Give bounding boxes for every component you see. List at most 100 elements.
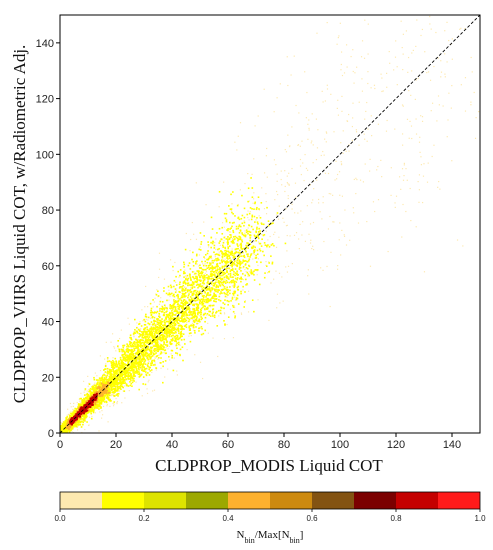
density-cell — [110, 400, 112, 402]
density-cell — [174, 291, 177, 294]
density-cell — [143, 323, 146, 326]
density-cell — [195, 303, 198, 305]
density-cell — [312, 199, 314, 201]
density-cell — [248, 200, 250, 202]
density-cell — [202, 314, 204, 317]
density-cell — [229, 257, 231, 260]
density-cell — [86, 390, 88, 392]
density-cell — [250, 225, 253, 228]
density-cell — [229, 231, 231, 233]
density-cell — [201, 317, 203, 320]
density-cell — [176, 310, 179, 313]
density-cell — [154, 364, 156, 366]
density-cell — [217, 258, 220, 261]
density-cell — [132, 344, 134, 347]
density-cell — [149, 311, 152, 314]
density-cell — [67, 408, 69, 410]
density-cell — [210, 255, 212, 258]
density-cell — [235, 281, 238, 283]
density-cell — [258, 227, 261, 230]
density-cell — [247, 172, 249, 175]
density-cell — [221, 292, 223, 295]
density-cell — [192, 312, 195, 314]
density-cell — [156, 348, 159, 351]
density-cell — [110, 383, 113, 385]
density-cell — [166, 336, 168, 338]
density-cell — [150, 349, 153, 351]
density-cell — [420, 115, 422, 117]
density-cell — [268, 319, 270, 322]
density-cell — [234, 252, 237, 255]
density-cell — [116, 377, 118, 379]
density-cell — [112, 405, 115, 407]
density-cell — [77, 421, 79, 423]
density-cell — [178, 287, 181, 289]
density-cell — [221, 261, 223, 264]
density-cell — [94, 407, 96, 410]
density-cell — [154, 297, 156, 299]
density-cell — [267, 220, 270, 222]
density-cell — [213, 292, 215, 295]
density-cell — [308, 127, 310, 129]
density-cell — [357, 222, 360, 224]
density-cell — [231, 250, 233, 253]
density-cell — [141, 395, 143, 397]
density-cell — [159, 353, 162, 355]
density-cell — [329, 215, 331, 218]
density-cell — [188, 289, 191, 292]
density-cell — [195, 318, 198, 321]
density-cell — [217, 248, 219, 251]
density-cell — [207, 279, 209, 281]
density-cell — [395, 195, 398, 197]
density-cell — [182, 303, 185, 305]
density-cell — [129, 334, 132, 337]
density-cell — [118, 361, 120, 363]
density-cell — [146, 352, 148, 355]
density-cell — [340, 142, 342, 144]
density-cell — [131, 369, 133, 372]
density-cell — [111, 394, 113, 396]
density-cell — [98, 408, 100, 410]
density-cell — [186, 278, 189, 281]
density-cell — [243, 216, 246, 219]
density-cell — [110, 395, 112, 397]
density-cell — [168, 343, 171, 345]
density-cell — [285, 225, 288, 227]
density-cell — [274, 199, 276, 201]
density-cell — [141, 368, 144, 370]
density-cell — [203, 313, 205, 316]
density-cell — [220, 282, 222, 284]
density-cell — [159, 300, 162, 303]
density-cell — [226, 245, 229, 247]
density-cell — [160, 367, 162, 369]
density-cell — [216, 264, 218, 266]
density-cell — [172, 269, 174, 272]
density-cell — [151, 371, 153, 373]
density-cell — [159, 334, 162, 337]
density-cell — [127, 345, 130, 348]
density-cell — [295, 196, 297, 198]
density-cell — [343, 234, 345, 236]
density-cell — [250, 218, 253, 221]
density-cell — [229, 276, 232, 278]
density-cell — [108, 368, 110, 370]
density-cell — [233, 242, 235, 244]
density-cell — [227, 273, 230, 275]
density-cell — [250, 253, 253, 255]
density-cell — [231, 285, 234, 287]
density-cell — [187, 282, 190, 284]
density-cell — [284, 148, 286, 151]
density-cell — [195, 275, 197, 278]
density-cell — [241, 240, 244, 243]
density-cell — [241, 273, 244, 275]
density-cell — [222, 281, 225, 284]
density-cell — [185, 305, 188, 308]
density-cell — [187, 264, 190, 267]
density-cell — [240, 246, 242, 249]
density-cell — [174, 337, 177, 340]
density-cell — [279, 83, 281, 85]
density-cell — [401, 168, 404, 170]
density-cell — [82, 399, 85, 402]
density-cell — [234, 299, 237, 301]
density-cell — [152, 325, 154, 327]
